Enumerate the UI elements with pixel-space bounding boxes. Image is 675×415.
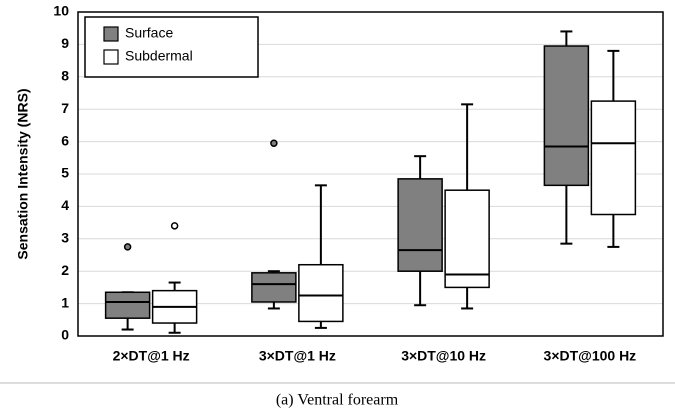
box [251,272,297,303]
outlier [123,243,132,251]
plot-frame [77,11,664,337]
outlier [170,222,179,230]
box [397,178,443,272]
outlier [270,139,278,147]
box [444,189,490,289]
y-tick-label: 2 [61,262,69,278]
y-tick-label: 1 [61,294,69,310]
y-tick-label: 5 [61,165,69,181]
y-tick-label: 7 [61,100,69,116]
y-axis-label: Sensation Intensity (NRS) [15,88,31,259]
caption: (a) Ventral forearm [276,392,399,409]
y-tick-label: 9 [61,35,69,51]
box [543,45,590,187]
y-tick-label: 6 [61,132,69,148]
box [298,263,344,323]
legend-label: Surface [125,25,173,41]
x-tick-label: 2×DT@1 Hz [113,348,190,364]
y-tick-label: 3 [61,230,69,246]
legend-swatch [103,49,119,65]
x-tick-label: 3×DT@100 Hz [544,348,637,364]
y-tick-label: 0 [61,327,69,343]
box [590,100,637,216]
y-tick-label: 10 [53,3,69,19]
legend-label: Subdermal [125,48,193,64]
box [104,291,151,319]
legend-swatch [103,26,119,42]
y-tick-label: 4 [61,197,69,213]
x-tick-label: 3×DT@10 Hz [401,348,486,364]
y-tick-label: 8 [61,68,69,84]
x-tick-label: 3×DT@1 Hz [259,348,336,364]
